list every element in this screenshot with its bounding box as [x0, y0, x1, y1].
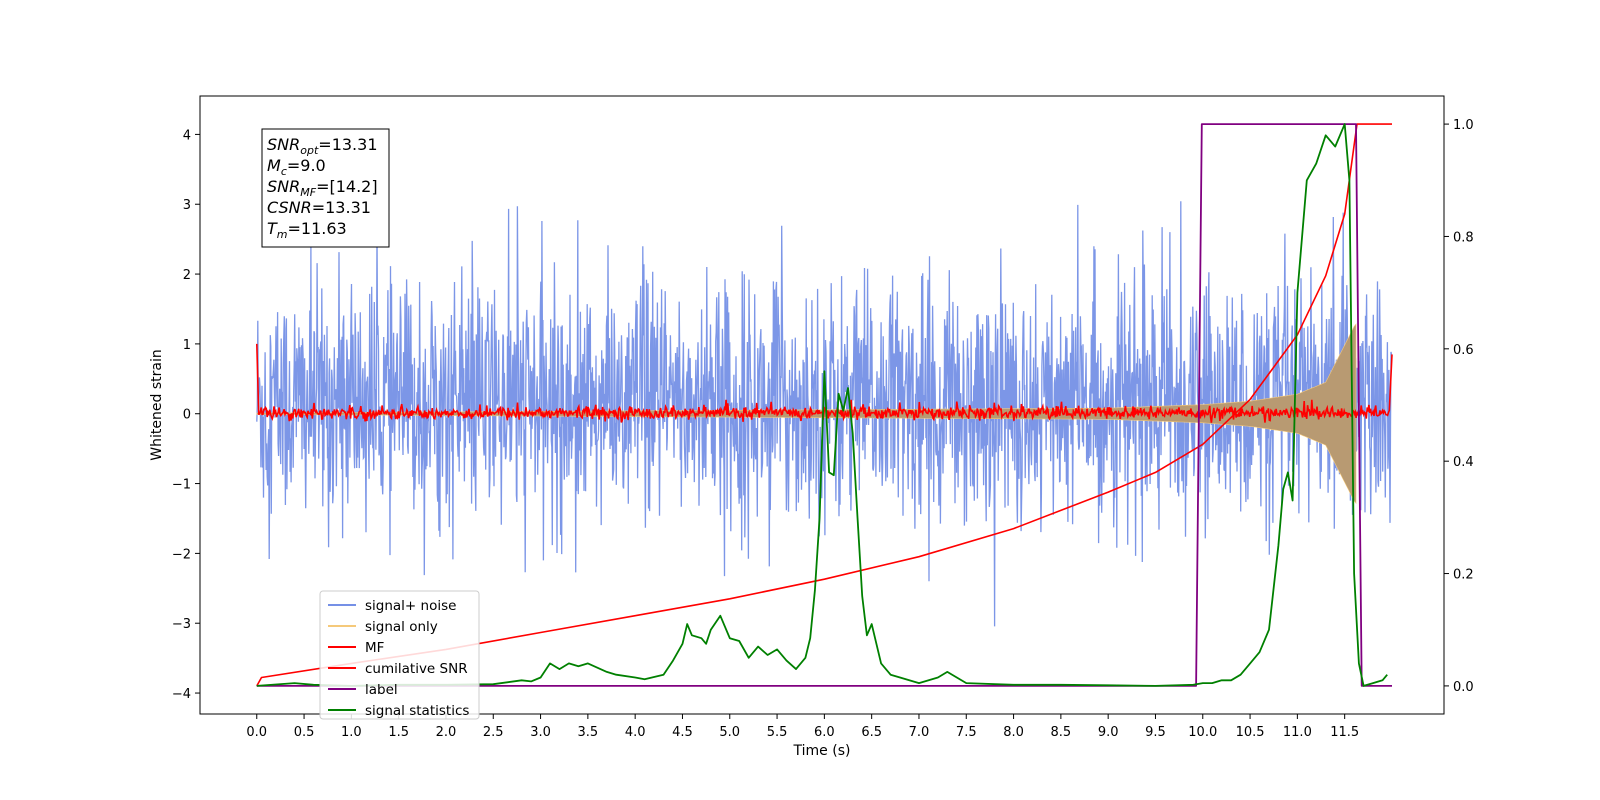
x-tick-label: 2.0: [436, 725, 457, 740]
y-axis-left: −4 −3 −2 −1 0 1 2 3 4: [172, 128, 200, 702]
x-tick-label: 5.0: [719, 725, 740, 740]
x-tick-label: 9.5: [1145, 725, 1166, 740]
x-tick-label: 9.0: [1098, 725, 1119, 740]
x-tick-label: 4.0: [625, 725, 646, 740]
x-tick-label: 7.0: [909, 725, 930, 740]
x-tick-label: 2.5: [483, 725, 504, 740]
legend-label: signal only: [365, 619, 438, 635]
info-box-frame: [261, 128, 390, 248]
signal-statistics-line: [256, 123, 1388, 687]
x-tick-label: 5.5: [767, 725, 788, 740]
y2-tick-label: 0.4: [1453, 455, 1474, 470]
legend-label: signal+ noise: [365, 598, 456, 614]
y-tick-label: 0: [183, 408, 191, 423]
x-tick-label: 3.5: [578, 725, 599, 740]
y-tick-label: 2: [183, 268, 191, 283]
info-mc: Mc=9.0: [267, 156, 326, 178]
plot-frame: [199, 95, 1445, 715]
x-tick-label: 11.5: [1330, 725, 1359, 740]
legend-label: label: [365, 682, 398, 698]
x-tick-label: 10.0: [1188, 725, 1217, 740]
x-tick-label: 1.5: [388, 725, 409, 740]
mf-line: [256, 343, 1393, 423]
y2-tick-label: 0.6: [1453, 343, 1474, 358]
x-tick-label: 6.0: [814, 725, 835, 740]
x-tick-label: 0.0: [246, 725, 267, 740]
y-axis-right: 0.0 0.2 0.4 0.6 0.8 1.0: [1444, 118, 1474, 695]
x-tick-label: 3.0: [530, 725, 551, 740]
x-axis-label: Time (s): [793, 743, 851, 759]
y2-tick-label: 0.0: [1453, 680, 1474, 695]
x-axis: 0.0 0.5 1.0 1.5 2.0 2.5 3.0 3.5 4.0 4.5 5.0 5.5 6.0 6…: [246, 714, 1359, 740]
y-axis-label: Whitened strain: [149, 349, 165, 460]
info-tm: Tm=11.63: [267, 219, 347, 241]
info-snr-opt: SNRopt=13.31: [267, 135, 378, 157]
y-tick-label: 4: [183, 128, 191, 143]
y-tick-label: −3: [172, 617, 191, 632]
y-tick-label: −4: [172, 687, 191, 702]
y2-tick-label: 0.8: [1453, 230, 1474, 245]
legend: signal+ noise signal only MF cumilative SNR…: [319, 590, 480, 720]
info-csnr: CSNR=13.31: [267, 198, 371, 217]
legend-frame: [319, 590, 480, 720]
info-snr-mf: SNRMF=[14.2]: [267, 177, 378, 199]
x-tick-label: 1.0: [341, 725, 362, 740]
x-tick-label: 11.0: [1283, 725, 1312, 740]
legend-label: MF: [365, 640, 384, 656]
y2-tick-label: 0.2: [1453, 568, 1474, 583]
y2-tick-label: 1.0: [1453, 118, 1474, 133]
series-signal-statistics: [256, 123, 1388, 687]
x-tick-label: 10.5: [1236, 725, 1265, 740]
info-box: SNRopt=13.31 Mc=9.0 SNRMF=[14.2] CSNR=13…: [261, 128, 390, 248]
x-tick-label: 8.0: [1003, 725, 1024, 740]
y-tick-label: −2: [172, 547, 191, 562]
series-mf: [256, 343, 1393, 423]
y-tick-label: −1: [172, 478, 191, 493]
x-tick-label: 7.5: [956, 725, 977, 740]
y-tick-label: 1: [183, 338, 191, 353]
x-tick-label: 8.5: [1051, 725, 1072, 740]
x-tick-label: 6.5: [861, 725, 882, 740]
y-tick-label: 3: [183, 198, 191, 213]
x-tick-label: 0.5: [294, 725, 315, 740]
x-tick-label: 4.5: [672, 725, 693, 740]
legend-label: cumilative SNR: [365, 661, 468, 677]
legend-label: signal statistics: [365, 703, 469, 719]
